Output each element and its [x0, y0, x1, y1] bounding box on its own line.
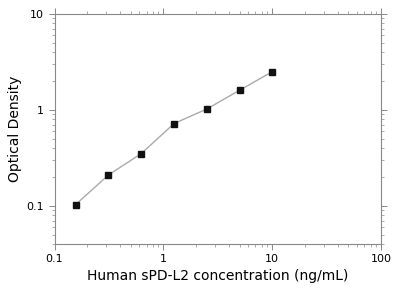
Y-axis label: Optical Density: Optical Density: [8, 76, 22, 182]
X-axis label: Human sPD-L2 concentration (ng/mL): Human sPD-L2 concentration (ng/mL): [87, 269, 348, 283]
